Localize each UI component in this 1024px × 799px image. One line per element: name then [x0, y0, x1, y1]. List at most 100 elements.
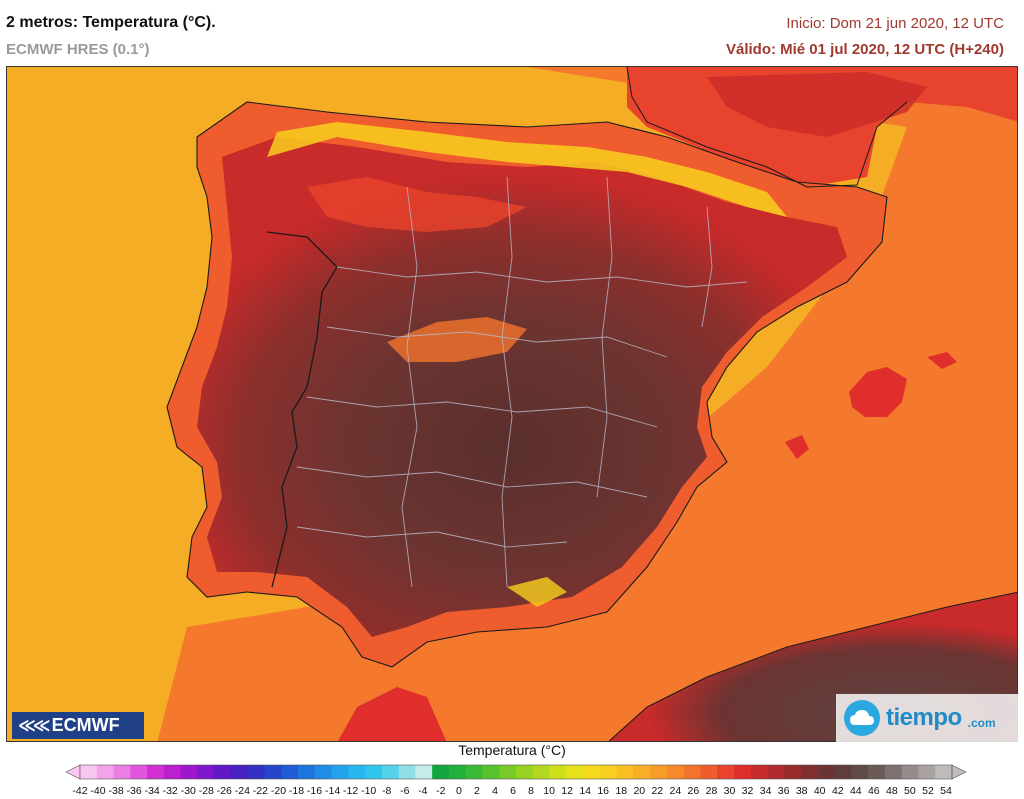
legend-tick-label: -4: [418, 785, 428, 797]
legend-tick-label: -38: [108, 785, 124, 797]
legend-tick-label: 2: [473, 785, 480, 797]
legend-swatch: [180, 765, 198, 779]
cantabrian-pyrenees-ridge: [267, 122, 787, 217]
legend-tick-label: -14: [325, 785, 341, 797]
legend-tick-label: 42: [831, 785, 844, 797]
legend-swatch: [499, 765, 517, 779]
legend-swatch: [683, 765, 701, 779]
legend-swatch: [96, 765, 114, 779]
legend-swatch: [868, 765, 886, 779]
legend-tick-label: 36: [777, 785, 790, 797]
sierra-nevada: [507, 577, 567, 607]
legend-tick-label: -10: [361, 785, 377, 797]
legend-swatch: [734, 765, 752, 779]
legend-tick-label: -6: [400, 785, 410, 797]
northern-plateau-edge: [307, 177, 527, 232]
legend-tick-label: 26: [687, 785, 700, 797]
legend-tick-label: -34: [144, 785, 160, 797]
legend-arrow-low: [65, 764, 81, 780]
temperature-map: [6, 66, 1018, 742]
legend-tick-label: 50: [904, 785, 916, 797]
legend-tick-label: 22: [651, 785, 664, 797]
legend-swatch: [717, 765, 735, 779]
ecmwf-mark-icon: ≪≪: [18, 715, 51, 735]
legend-swatch: [666, 765, 685, 779]
legend-tick-label: 16: [597, 785, 610, 797]
legend-swatch: [616, 765, 634, 779]
legend-swatch: [599, 765, 618, 779]
legend-tick-label: 46: [867, 785, 880, 797]
legend-tick-label: -32: [162, 785, 178, 797]
legend-swatch: [633, 765, 651, 779]
mallorca-island: [849, 367, 907, 417]
legend-tick-label: 40: [813, 785, 826, 797]
legend-swatch: [197, 765, 215, 779]
tiempo-logo-text: tiempo: [886, 704, 962, 731]
legend-swatch: [314, 765, 332, 779]
legend-swatch: [348, 765, 366, 779]
legend-tick-label: -26: [216, 785, 232, 797]
legend-swatch: [851, 765, 869, 779]
legend-tick-label: 44: [849, 785, 862, 797]
legend-tick-label: 34: [759, 785, 772, 797]
legend-swatch: [264, 765, 282, 779]
tiempo-logo-suffix: .com: [967, 716, 996, 730]
header-subtitle: ECMWF HRES (0.1°): [6, 41, 150, 58]
header-title: 2 metros: Temperatura (°C).: [6, 14, 216, 31]
ecmwf-logo: ≪≪ ECMWF: [12, 712, 144, 739]
legend-swatch: [884, 765, 903, 779]
legend-swatch: [532, 765, 550, 779]
legend-swatch: [566, 765, 584, 779]
legend-swatch: [298, 765, 316, 779]
legend-tick-label: 4: [492, 785, 498, 797]
legend-bar-outline: [79, 764, 953, 780]
mediterranean-sea: [157, 67, 1017, 741]
legend-swatch: [281, 765, 299, 779]
legend-tick-label: 8: [528, 785, 534, 797]
tiempo-cloud-icon: [844, 700, 880, 736]
legend-tick-label: -20: [270, 785, 287, 797]
legend-tick-label: 0: [455, 785, 462, 797]
legend-tick-label: 28: [705, 785, 718, 797]
menorca-island: [927, 352, 957, 369]
legend-tick-label: 52: [922, 785, 934, 797]
africa-coastline: [608, 591, 1017, 741]
legend-tick-label: 18: [615, 785, 628, 797]
iberia-interior: [197, 137, 847, 637]
header-valid-time: Válido: Mié 01 jul 2020, 12 UTC (H+240): [725, 41, 1004, 58]
legend-swatch: [398, 765, 416, 779]
legend-swatch: [834, 765, 852, 779]
legend-tick-label: -40: [90, 785, 106, 797]
legend-swatch: [901, 765, 919, 779]
legend-tick-label: -8: [382, 785, 392, 797]
legend-swatch: [80, 765, 98, 779]
legend-swatch: [381, 765, 400, 779]
legend-tick-label: 6: [510, 785, 516, 797]
legend-tick-label: 14: [579, 785, 592, 797]
legend-tick-label: -12: [343, 785, 359, 797]
legend-swatch: [432, 765, 450, 779]
portugal-spain-border: [266, 231, 338, 588]
legend-swatch: [130, 765, 148, 779]
legend-swatch: [163, 765, 182, 779]
legend-swatch: [214, 765, 232, 779]
legend-swatch: [465, 765, 483, 779]
legend-tick-label: -36: [126, 785, 142, 797]
legend-swatch: [583, 765, 601, 779]
legend-swatch: [549, 765, 567, 779]
legend-swatch: [650, 765, 668, 779]
morocco-north-tip: [338, 687, 447, 741]
legend-swatch: [817, 765, 836, 779]
legend-tick-label: -18: [288, 785, 305, 797]
ecmwf-logo-text: ECMWF: [51, 715, 120, 735]
legend-arrow-high: [951, 764, 967, 780]
legend-tick-label: 12: [561, 785, 573, 797]
legend-swatch: [801, 765, 819, 779]
legend-tick-label: -16: [306, 785, 323, 797]
legend-swatch: [482, 765, 500, 779]
legend-swatch: [784, 765, 802, 779]
legend-tick-label: 38: [795, 785, 808, 797]
legend-swatch: [147, 765, 165, 779]
legend-tick-label: 10: [543, 785, 555, 797]
iberia-coastline: [166, 101, 888, 668]
